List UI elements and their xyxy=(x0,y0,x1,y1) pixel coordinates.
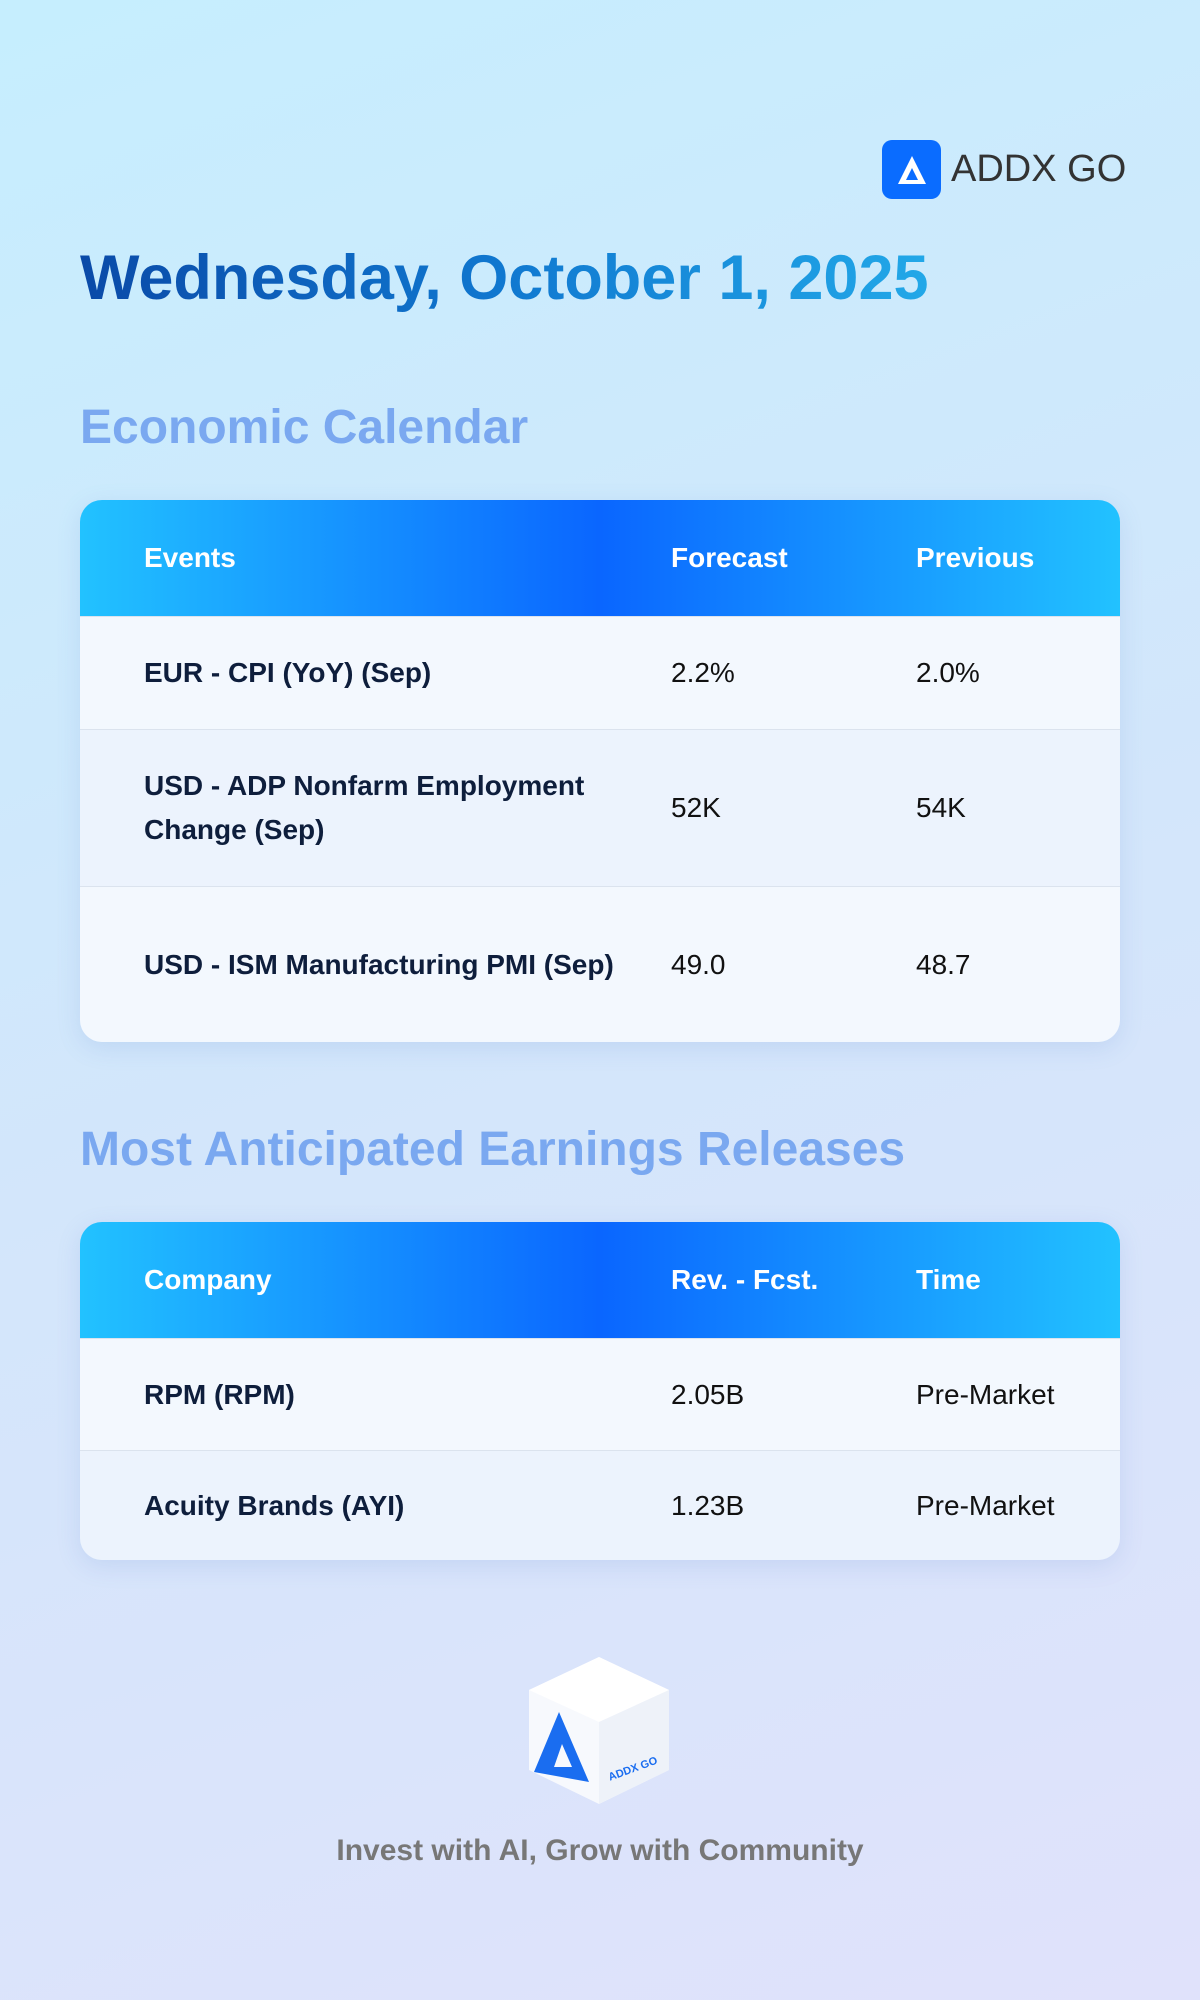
cell: RPM (RPM) xyxy=(144,1378,295,1410)
tagline: Invest with AI, Grow with Community xyxy=(336,1834,864,1867)
table-header: Company Rev. - Fcst. Time xyxy=(80,1222,1120,1338)
cell: Acuity Brands (AYI) xyxy=(144,1489,405,1521)
table-row: Acuity Brands (AYI) 1.23B Pre-Market xyxy=(80,1450,1120,1560)
table-row: USD - ADP Nonfarm Employment Change (Sep… xyxy=(80,729,1120,886)
cell: 48.7 xyxy=(916,948,971,980)
section-title: Most Anticipated Earnings Releases xyxy=(80,1123,906,1176)
cell: EUR - CPI (YoY) (Sep) xyxy=(144,657,432,688)
table-header: Events Forecast Previous xyxy=(80,500,1120,616)
cell: Pre-Market xyxy=(916,1378,1055,1410)
brand-icon xyxy=(882,140,941,199)
header-cell: Forecast xyxy=(671,542,788,573)
cell: 54K xyxy=(916,792,966,823)
header-cell: Rev. - Fcst. xyxy=(671,1264,819,1295)
cell: USD - ADP Nonfarm Employment Change (Sep… xyxy=(144,770,585,845)
date-title: Wednesday, October 1, 2025 xyxy=(80,243,929,313)
brand-name: ADDX GO xyxy=(951,148,1127,190)
cube-logo: ADDX GO xyxy=(529,1657,669,1804)
cell: 52K xyxy=(671,792,721,823)
cell: 2.05B xyxy=(671,1378,745,1410)
section-title: Economic Calendar xyxy=(80,401,529,454)
cell: Pre-Market xyxy=(916,1489,1055,1521)
header-cell: Events xyxy=(144,542,236,573)
cell: 2.2% xyxy=(671,657,735,688)
economic-table: Events Forecast Previous EUR - CPI (YoY) (S… xyxy=(80,500,1120,1042)
cell: USD - ISM Manufacturing PMI (Sep) xyxy=(144,948,614,980)
cell: 1.23B xyxy=(671,1489,745,1521)
earnings-table: Company Rev. - Fcst. Time RPM (RPM) 2.05B Pre… xyxy=(80,1222,1120,1560)
table-row: USD - ISM Manufacturing PMI (Sep) 49.0 48.… xyxy=(80,886,1120,1042)
table-row: RPM (RPM) 2.05B Pre-Market xyxy=(80,1338,1120,1450)
header-cell: Time xyxy=(916,1264,981,1295)
table-row: EUR - CPI (YoY) (Sep) 2.2% 2.0% xyxy=(80,616,1120,729)
brand: ADDX GO xyxy=(882,140,1126,199)
cell: 49.0 xyxy=(671,948,726,980)
cell: 2.0% xyxy=(916,657,980,688)
header-cell: Company xyxy=(144,1264,272,1295)
header-cell: Previous xyxy=(916,542,1035,573)
